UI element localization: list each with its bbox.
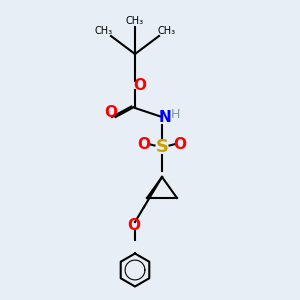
Text: O: O bbox=[173, 136, 187, 152]
Text: O: O bbox=[127, 218, 140, 232]
Text: H: H bbox=[171, 107, 180, 121]
Text: S: S bbox=[155, 138, 169, 156]
Text: N: N bbox=[159, 110, 171, 124]
Text: O: O bbox=[104, 105, 118, 120]
Text: CH₃: CH₃ bbox=[126, 16, 144, 26]
Text: CH₃: CH₃ bbox=[94, 26, 112, 37]
Text: O: O bbox=[137, 136, 151, 152]
Text: O: O bbox=[133, 78, 146, 93]
Text: CH₃: CH₃ bbox=[158, 26, 175, 37]
